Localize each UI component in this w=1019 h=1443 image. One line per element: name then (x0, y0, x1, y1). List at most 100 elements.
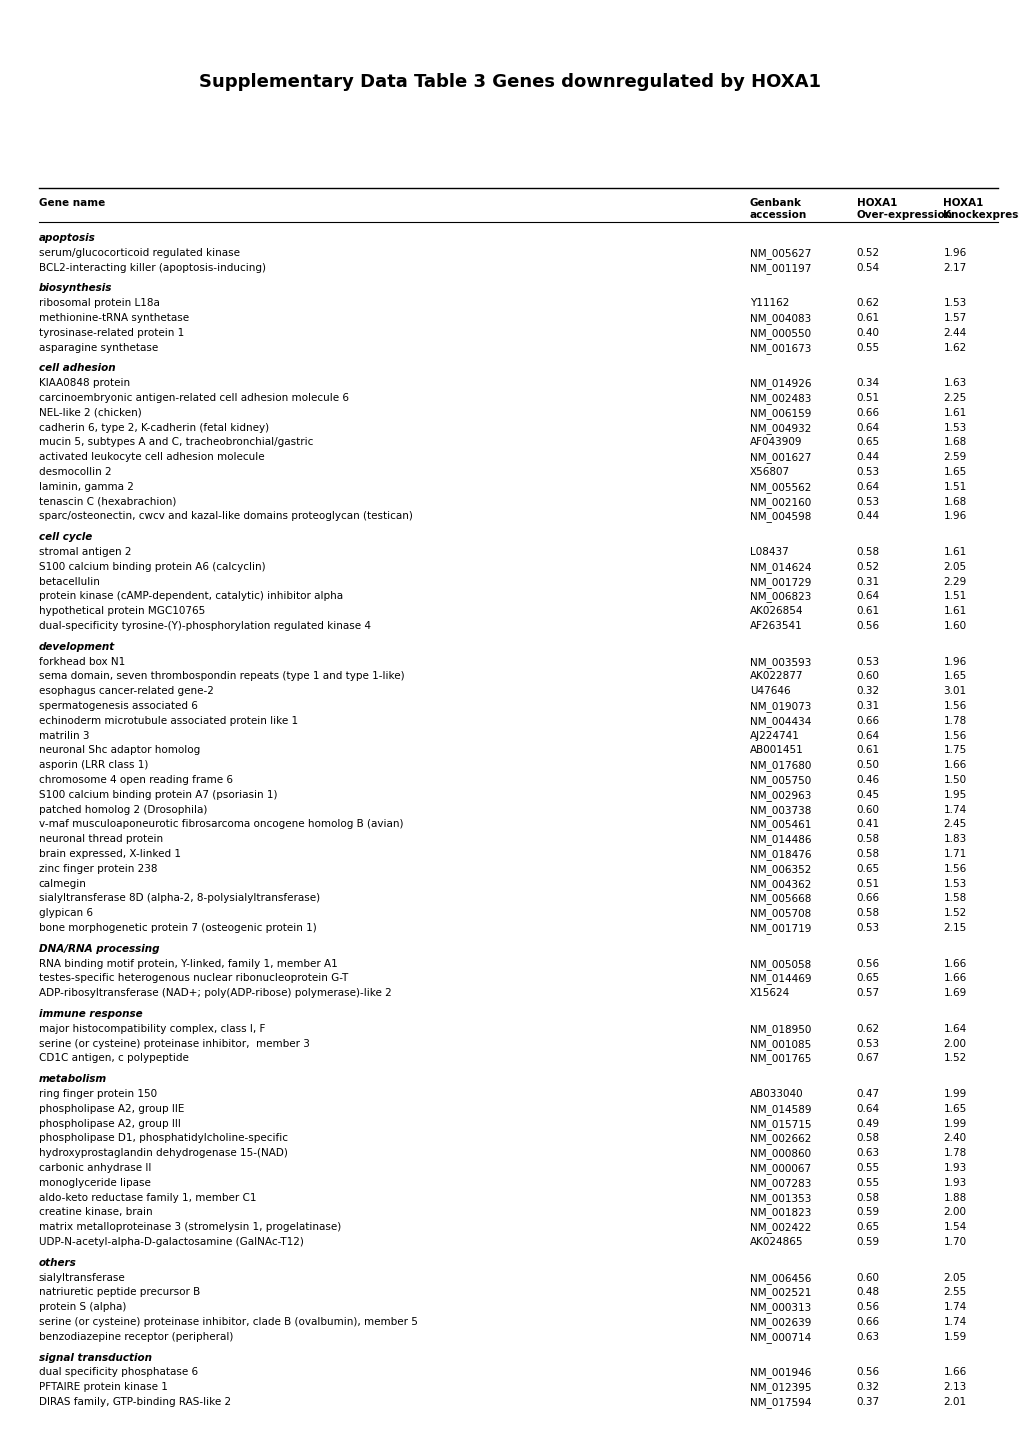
Text: protein kinase (cAMP-dependent, catalytic) inhibitor alpha: protein kinase (cAMP-dependent, catalyti… (39, 592, 342, 602)
Text: 0.56: 0.56 (856, 620, 879, 631)
Text: AK026854: AK026854 (749, 606, 802, 616)
Text: 1.56: 1.56 (943, 730, 966, 740)
Text: bone morphogenetic protein 7 (osteogenic protein 1): bone morphogenetic protein 7 (osteogenic… (39, 924, 316, 934)
Text: 0.44: 0.44 (856, 452, 879, 462)
Text: 1.51: 1.51 (943, 482, 966, 492)
Text: UDP-N-acetyl-alpha-D-galactosamine (GalNAc-T12): UDP-N-acetyl-alpha-D-galactosamine (GalN… (39, 1237, 304, 1247)
Text: 0.58: 0.58 (856, 848, 879, 859)
Text: accession: accession (749, 211, 806, 219)
Text: sialyltransferase: sialyltransferase (39, 1273, 125, 1283)
Text: NM_006823: NM_006823 (749, 592, 810, 602)
Text: NM_001765: NM_001765 (749, 1053, 810, 1065)
Text: glypican 6: glypican 6 (39, 908, 93, 918)
Text: 1.57: 1.57 (943, 313, 966, 323)
Text: AK022877: AK022877 (749, 671, 802, 681)
Text: phospholipase D1, phosphatidylcholine-specific: phospholipase D1, phosphatidylcholine-sp… (39, 1133, 287, 1143)
Text: Knockexpression: Knockexpression (943, 211, 1019, 219)
Text: 0.56: 0.56 (856, 1368, 879, 1378)
Text: 2.44: 2.44 (943, 328, 966, 338)
Text: 0.44: 0.44 (856, 511, 879, 521)
Text: 1.54: 1.54 (943, 1222, 966, 1232)
Text: matrix metalloproteinase 3 (stromelysin 1, progelatinase): matrix metalloproteinase 3 (stromelysin … (39, 1222, 340, 1232)
Text: 0.41: 0.41 (856, 820, 879, 830)
Text: 1.93: 1.93 (943, 1163, 966, 1173)
Text: 0.48: 0.48 (856, 1287, 879, 1297)
Text: 0.64: 0.64 (856, 730, 879, 740)
Text: 1.59: 1.59 (943, 1332, 966, 1342)
Text: 0.55: 0.55 (856, 1177, 879, 1188)
Text: 0.61: 0.61 (856, 746, 879, 755)
Text: cadherin 6, type 2, K-cadherin (fetal kidney): cadherin 6, type 2, K-cadherin (fetal ki… (39, 423, 269, 433)
Text: NM_014589: NM_014589 (749, 1104, 810, 1114)
Text: esophagus cancer-related gene-2: esophagus cancer-related gene-2 (39, 687, 213, 696)
Text: 0.64: 0.64 (856, 482, 879, 492)
Text: NM_001085: NM_001085 (749, 1039, 810, 1049)
Text: serum/glucocorticoid regulated kinase: serum/glucocorticoid regulated kinase (39, 248, 239, 258)
Text: serine (or cysteine) proteinase inhibitor, clade B (ovalbumin), member 5: serine (or cysteine) proteinase inhibito… (39, 1317, 417, 1328)
Text: 1.50: 1.50 (943, 775, 966, 785)
Text: 1.95: 1.95 (943, 789, 966, 799)
Text: 1.56: 1.56 (943, 864, 966, 874)
Text: 0.51: 0.51 (856, 392, 879, 403)
Text: 1.56: 1.56 (943, 701, 966, 711)
Text: 1.66: 1.66 (943, 1368, 966, 1378)
Text: testes-specific heterogenous nuclear ribonucleoprotein G-T: testes-specific heterogenous nuclear rib… (39, 974, 347, 983)
Text: 1.83: 1.83 (943, 834, 966, 844)
Text: NM_014486: NM_014486 (749, 834, 810, 846)
Text: NM_001729: NM_001729 (749, 577, 810, 587)
Text: 1.99: 1.99 (943, 1089, 966, 1100)
Text: protein S (alpha): protein S (alpha) (39, 1302, 126, 1312)
Text: AJ224741: AJ224741 (749, 730, 799, 740)
Text: 1.74: 1.74 (943, 1317, 966, 1328)
Text: dual-specificity tyrosine-(Y)-phosphorylation regulated kinase 4: dual-specificity tyrosine-(Y)-phosphoryl… (39, 620, 370, 631)
Text: 0.52: 0.52 (856, 248, 879, 258)
Text: 0.65: 0.65 (856, 437, 879, 447)
Text: 2.01: 2.01 (943, 1397, 966, 1407)
Text: KIAA0848 protein: KIAA0848 protein (39, 378, 129, 388)
Text: 1.61: 1.61 (943, 408, 966, 418)
Text: 0.58: 0.58 (856, 908, 879, 918)
Text: 0.66: 0.66 (856, 408, 879, 418)
Text: L08437: L08437 (749, 547, 788, 557)
Text: ADP-ribosyltransferase (NAD+; poly(ADP-ribose) polymerase)-like 2: ADP-ribosyltransferase (NAD+; poly(ADP-r… (39, 988, 391, 999)
Text: 1.78: 1.78 (943, 1149, 966, 1159)
Text: monoglyceride lipase: monoglyceride lipase (39, 1177, 151, 1188)
Text: 2.45: 2.45 (943, 820, 966, 830)
Text: HOXA1: HOXA1 (856, 198, 897, 208)
Text: 0.51: 0.51 (856, 879, 879, 889)
Text: NM_002483: NM_002483 (749, 392, 810, 404)
Text: 1.61: 1.61 (943, 547, 966, 557)
Text: Over-expression: Over-expression (856, 211, 952, 219)
Text: hypothetical protein MGC10765: hypothetical protein MGC10765 (39, 606, 205, 616)
Text: NM_003738: NM_003738 (749, 805, 810, 815)
Text: NM_000550: NM_000550 (749, 328, 810, 339)
Text: brain expressed, X-linked 1: brain expressed, X-linked 1 (39, 848, 180, 859)
Text: hydroxyprostaglandin dehydrogenase 15-(NAD): hydroxyprostaglandin dehydrogenase 15-(N… (39, 1149, 287, 1159)
Text: 2.13: 2.13 (943, 1382, 966, 1392)
Text: NEL-like 2 (chicken): NEL-like 2 (chicken) (39, 408, 142, 418)
Text: NM_001627: NM_001627 (749, 452, 810, 463)
Text: 0.53: 0.53 (856, 1039, 879, 1049)
Text: BCL2-interacting killer (apoptosis-inducing): BCL2-interacting killer (apoptosis-induc… (39, 263, 266, 273)
Text: HOXA1: HOXA1 (943, 198, 983, 208)
Text: 3.01: 3.01 (943, 687, 966, 696)
Text: 0.58: 0.58 (856, 1192, 879, 1202)
Text: NM_005562: NM_005562 (749, 482, 810, 492)
Text: 0.55: 0.55 (856, 1163, 879, 1173)
Text: carcinoembryonic antigen-related cell adhesion molecule 6: carcinoembryonic antigen-related cell ad… (39, 392, 348, 403)
Text: 0.58: 0.58 (856, 834, 879, 844)
Text: 1.51: 1.51 (943, 592, 966, 602)
Text: NM_002662: NM_002662 (749, 1133, 810, 1144)
Text: NM_001353: NM_001353 (749, 1192, 810, 1203)
Text: NM_002639: NM_002639 (749, 1317, 810, 1328)
Text: PFTAIRE protein kinase 1: PFTAIRE protein kinase 1 (39, 1382, 167, 1392)
Text: 1.58: 1.58 (943, 893, 966, 903)
Text: X15624: X15624 (749, 988, 789, 999)
Text: 1.96: 1.96 (943, 511, 966, 521)
Text: AB001451: AB001451 (749, 746, 803, 755)
Text: 0.32: 0.32 (856, 1382, 879, 1392)
Text: 2.15: 2.15 (943, 924, 966, 934)
Text: NM_005668: NM_005668 (749, 893, 810, 905)
Text: phospholipase A2, group III: phospholipase A2, group III (39, 1118, 180, 1128)
Text: spermatogenesis associated 6: spermatogenesis associated 6 (39, 701, 198, 711)
